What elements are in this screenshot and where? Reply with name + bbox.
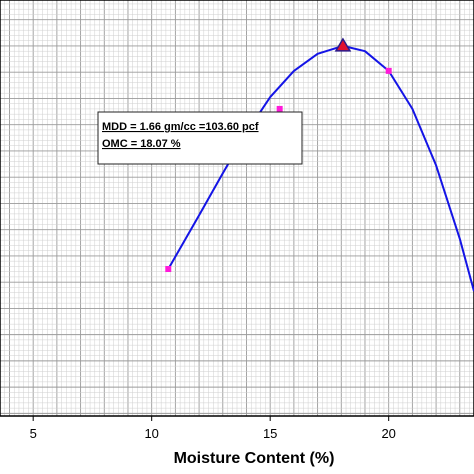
annotation-frame	[97, 111, 303, 165]
x-tick-label: 10	[144, 426, 158, 441]
x-tick-label: 15	[263, 426, 277, 441]
data-point	[165, 266, 172, 273]
annotation-box: MDD = 1.66 gm/cc =103.60 pcf OMC = 18.07…	[97, 111, 303, 165]
grid	[0, 0, 474, 416]
series	[165, 37, 474, 292]
optimum-point-marker	[334, 37, 352, 52]
x-axis-ticks: 5 10 15 20	[30, 416, 396, 441]
plot-frame	[0, 0, 474, 417]
data-point	[385, 67, 392, 74]
x-axis-title: Moisture Content (%)	[174, 450, 335, 467]
data-point	[276, 105, 283, 112]
omc-annotation: OMC = 18.07 %	[102, 138, 181, 150]
mdd-annotation: MDD = 1.66 gm/cc =103.60 pcf	[102, 121, 259, 133]
x-tick-label: 20	[381, 426, 395, 441]
compaction-curve	[167, 44, 474, 292]
x-tick-label: 5	[30, 426, 37, 441]
